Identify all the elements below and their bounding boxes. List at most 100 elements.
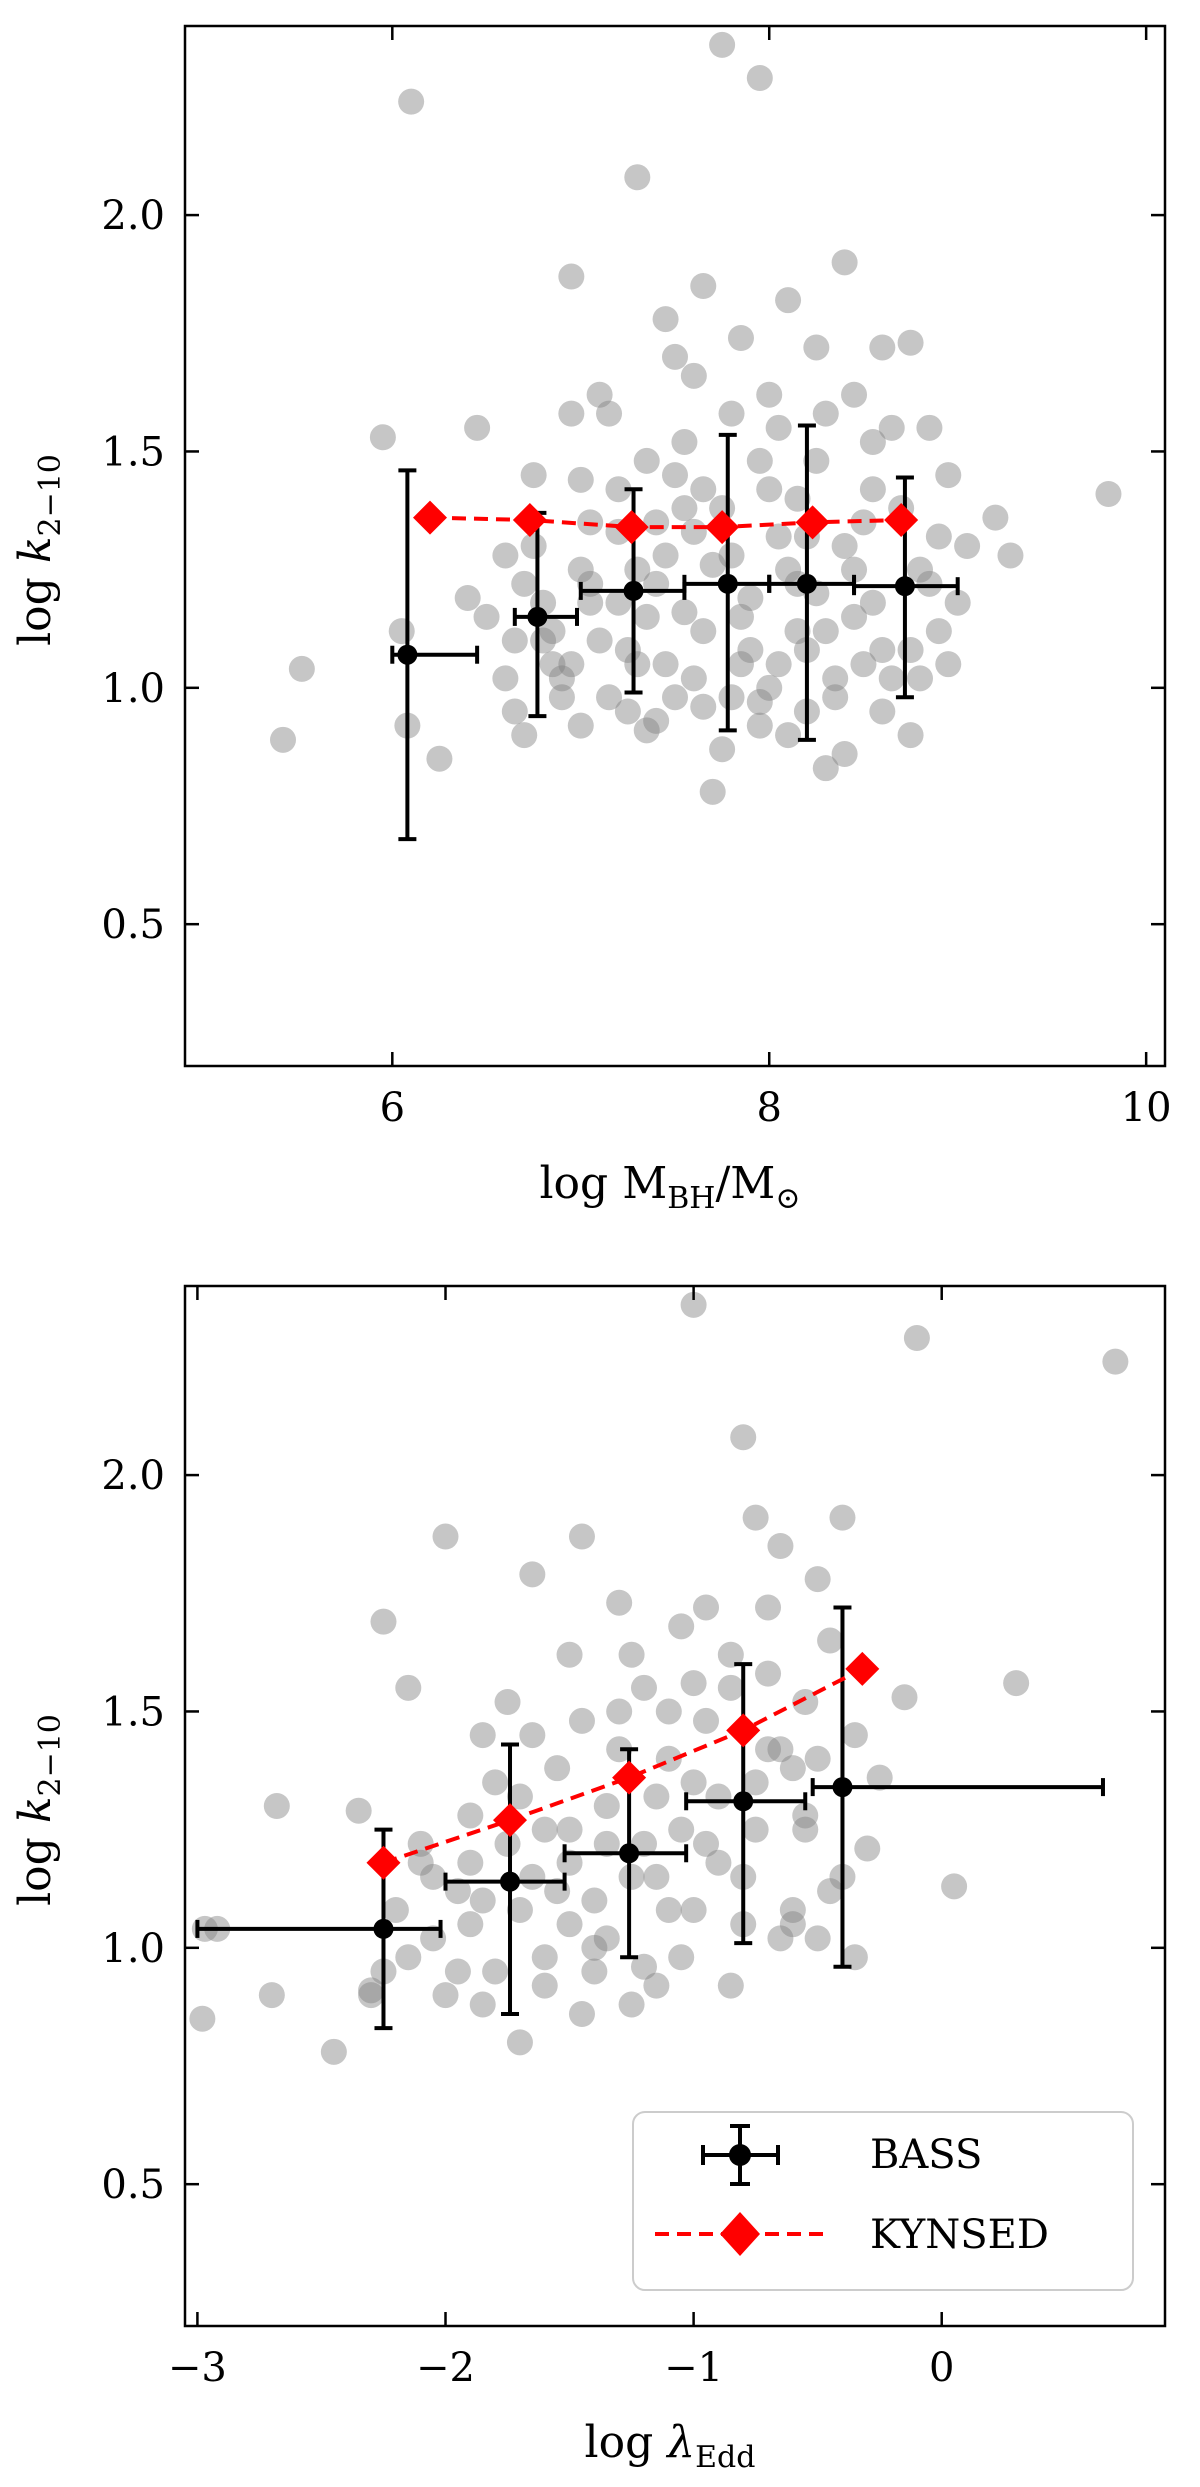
top-x-tick-label: 8	[757, 1085, 782, 1131]
top-scatter-point	[388, 618, 415, 645]
bottom-scatter-point	[618, 1863, 645, 1890]
bottom-scatter-point	[655, 1897, 682, 1923]
bottom-scatter-point	[519, 1863, 546, 1890]
top-scatter-point	[831, 533, 858, 559]
top-scatter-point	[831, 249, 858, 276]
top-x-axis-label: log MBH/M⊙	[539, 1158, 800, 1216]
top-scatter-point	[925, 523, 952, 550]
legend-bass-marker	[701, 2124, 780, 2186]
top-scatter-point	[718, 542, 745, 569]
top-scatter-point	[690, 273, 717, 299]
top-scatter-point	[709, 736, 736, 763]
top-scatter-point	[270, 726, 296, 753]
bottom-scatter-point	[482, 1769, 509, 1796]
top-scatter-point	[633, 717, 660, 744]
top-scatter-point	[775, 722, 802, 749]
bottom-kynsed-point	[845, 1651, 880, 1686]
bottom-scatter-point	[407, 1849, 434, 1876]
bottom-scatter-point	[568, 1707, 595, 1734]
top-scatter-point	[596, 400, 623, 427]
legend-kynsed-marker	[655, 2212, 825, 2256]
top-scatter-point	[812, 618, 839, 645]
bottom-scatter-point	[444, 1958, 471, 1985]
top-bass-point	[397, 644, 418, 665]
legend-bass-label: BASS	[870, 2132, 982, 2178]
top-scatter-point	[539, 618, 566, 645]
bottom-scatter-point	[469, 1887, 496, 1914]
top-scatter-point	[784, 485, 811, 512]
top-scatter-point	[652, 306, 679, 333]
top-scatter-point	[662, 462, 688, 489]
top-scatter-point	[727, 651, 754, 678]
bottom-scatter-point	[469, 1991, 496, 2018]
bottom-scatter-point	[568, 1523, 595, 1550]
bottom-scatter-point	[519, 1722, 546, 1749]
bottom-scatter-point	[556, 1641, 583, 1668]
bottom-y-tick-label: 1.0	[101, 1926, 165, 1972]
top-scatter-point	[511, 722, 538, 749]
top-y-tick-label: 2.0	[101, 193, 165, 239]
bottom-scatter-point	[457, 1911, 484, 1938]
top-scatter-point	[473, 603, 500, 630]
top-scatter-point	[699, 778, 726, 805]
top-scatter-point	[859, 429, 886, 455]
top-scatter-point	[699, 551, 726, 578]
bottom-scatter-point	[1003, 1670, 1030, 1697]
top-scatter-point	[916, 570, 943, 597]
bottom-scatter-point	[643, 1783, 670, 1810]
top-axes-border	[183, 24, 1167, 1068]
bottom-scatter-point	[742, 1816, 769, 1843]
bottom-scatter-point	[730, 1424, 757, 1451]
top-scatter-point	[841, 603, 868, 630]
top-scatter-layer	[270, 31, 1122, 805]
bottom-scatter-point	[506, 2029, 533, 2056]
bottom-scatter-point	[531, 1816, 558, 1843]
top-y-axis-label: log k2−10	[10, 454, 68, 646]
bottom-bass-point	[832, 1777, 853, 1798]
bottom-scatter-point	[643, 1972, 670, 1999]
top-scatter-point	[916, 414, 943, 441]
bottom-scatter-point	[717, 1674, 744, 1701]
top-scatter-point	[935, 651, 962, 678]
top-scatter-point	[756, 381, 783, 408]
top-scatter-point	[925, 618, 952, 645]
top-scatter-point	[841, 556, 868, 583]
top-scatter-point	[907, 665, 933, 692]
bottom-bass-point	[373, 1918, 394, 1939]
top-scatter-point	[935, 462, 962, 489]
top-scatter-point	[850, 509, 877, 536]
bottom-x-tick-label: −1	[664, 2345, 723, 2391]
bottom-axes-frame	[183, 1284, 1167, 2328]
top-scatter-point	[765, 414, 792, 441]
top-scatter-point	[558, 651, 585, 678]
bottom-scatter-point	[444, 1878, 471, 1905]
bottom-scatter-point	[395, 1674, 422, 1701]
bottom-scatter-point	[804, 1925, 831, 1952]
bottom-y-tick-label: 0.5	[101, 2162, 165, 2208]
bottom-scatter-point	[779, 1897, 806, 1923]
top-scatter-point	[812, 400, 839, 427]
top-scatter-point	[511, 570, 538, 597]
bottom-kynsed-point	[612, 1760, 647, 1795]
top-scatter-point	[803, 334, 830, 361]
bottom-scatter-point	[755, 1594, 782, 1621]
top-scatter-point	[746, 689, 773, 715]
bottom-scatter-point	[568, 2001, 595, 2027]
bottom-scatter-point	[779, 1755, 806, 1782]
bottom-scatter-point	[506, 1897, 533, 1923]
top-scatter-point	[746, 712, 773, 739]
top-scatter-point	[643, 509, 670, 536]
top-scatter-point	[897, 329, 924, 356]
bottom-scatter-point	[668, 1816, 695, 1843]
top-scatter-point	[398, 88, 425, 115]
top-scatter-point	[548, 684, 575, 711]
bottom-x-tick-label: 0	[929, 2345, 954, 2391]
bottom-scatter-point	[866, 1764, 893, 1791]
bottom-scatter-point	[544, 1755, 571, 1782]
top-scatter-point	[944, 589, 971, 616]
bottom-x-tick-label: −2	[416, 2345, 475, 2391]
top-bass-point	[796, 573, 817, 594]
top-scatter-point	[878, 414, 905, 441]
top-scatter-point	[567, 712, 594, 739]
bottom-scatter-point	[263, 1793, 290, 1819]
